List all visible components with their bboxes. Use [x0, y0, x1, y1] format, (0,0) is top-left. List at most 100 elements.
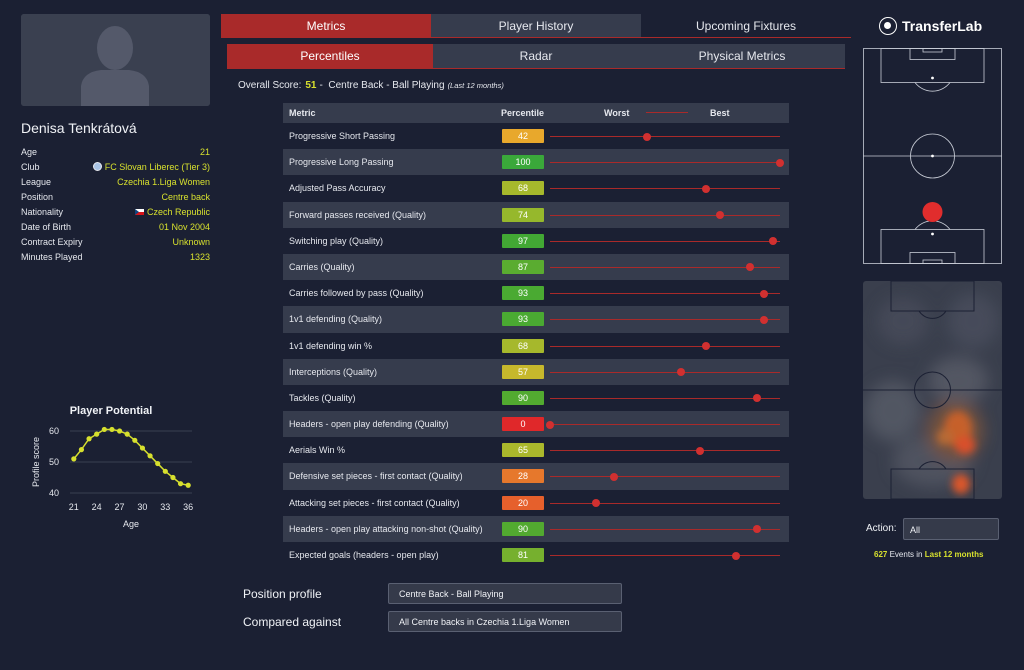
percentile-track [550, 502, 780, 504]
table-row: Progressive Long Passing 100 [283, 149, 789, 176]
metric-name: Switching play (Quality) [289, 235, 384, 246]
percentile-badge: 100 [502, 155, 544, 170]
table-row: Headers - open play attacking non-shot (… [283, 515, 789, 542]
percentile-track [550, 214, 780, 216]
action-select[interactable]: All [903, 518, 999, 540]
percentile-dot [753, 525, 761, 534]
table-row: Carries (Quality) 87 [283, 253, 789, 281]
percentile-track [550, 266, 780, 268]
tab-player-history[interactable]: Player History [431, 14, 641, 37]
x-tick-label: 24 [92, 502, 102, 512]
percentile-badge: 20 [502, 495, 544, 510]
metric-name: Progressive Long Passing [289, 157, 394, 168]
metric-name: Aerials Win % [289, 445, 346, 456]
tab-metrics[interactable]: Metrics [221, 14, 431, 37]
info-label: League [21, 177, 52, 187]
percentile-badge: 28 [502, 469, 544, 484]
metric-name: Adjusted Pass Accuracy [289, 183, 386, 194]
events-summary: 627 Events in Last 12 months [874, 550, 983, 559]
tab-upcoming-fixtures[interactable]: Upcoming Fixtures [641, 14, 851, 37]
brand: TransferLab [879, 15, 982, 37]
info-value: FC Slovan Liberec (Tier 3) [104, 162, 210, 172]
potential-point [162, 468, 168, 474]
percentile-badge: 97 [502, 233, 544, 248]
heatmap [863, 281, 1002, 499]
percentile-dot [610, 472, 619, 481]
potential-point [170, 474, 176, 481]
percentile-dot [546, 420, 554, 429]
sub-tabs: Percentiles Radar Physical Metrics [227, 44, 845, 69]
percentile-badge: 42 [502, 129, 544, 143]
header-worst: Worst [604, 108, 630, 118]
potential-point [132, 437, 138, 443]
percentile-track [550, 162, 780, 164]
percentile-dot [753, 394, 761, 403]
info-label: Position [21, 192, 54, 202]
table-row: Defensive set pieces - first contact (Qu… [283, 463, 789, 490]
percentile-track [550, 476, 780, 478]
table-row: 1v1 defending (Quality) 93 [283, 306, 789, 333]
percentile-track [550, 240, 780, 242]
position-profile-select[interactable]: Centre Back - Ball Playing [388, 583, 622, 604]
header-metric: Metric [289, 108, 316, 118]
info-row-position: Position Centre back [21, 191, 210, 206]
potential-point [185, 482, 191, 488]
y-axis-label: Profile score [31, 437, 41, 487]
percentile-badge: 87 [502, 259, 544, 274]
metric-name: Forward passes received (Quality) [289, 209, 427, 220]
info-row-minutes-played: Minutes Played 1323 [21, 251, 210, 266]
czech-flag-icon [134, 209, 144, 215]
potential-point [116, 428, 123, 434]
potential-line [73, 428, 189, 486]
position-marker [922, 202, 943, 222]
percentile-track [550, 345, 780, 347]
table-header: Metric Percentile Worst Best [283, 103, 789, 123]
percentile-dot [759, 289, 768, 298]
metric-name: Headers - open play defending (Quality) [289, 419, 449, 430]
x-tick-label: 27 [115, 502, 125, 512]
header-best: Best [710, 108, 730, 118]
subtab-radar[interactable]: Radar [433, 44, 639, 68]
y-tick-label: 50 [49, 457, 59, 467]
info-row-contract-expiry: Contract Expiry Unknown [21, 236, 210, 251]
percentile-dot [642, 132, 651, 141]
potential-point [101, 426, 107, 433]
info-value: 1323 [189, 252, 210, 262]
percentile-badge: 0 [502, 417, 544, 432]
overall-score: Overall Score: 51- Centre Back - Ball Pla… [238, 80, 504, 91]
percentile-dot [702, 342, 711, 350]
info-value: Czechia 1.Liga Women [117, 177, 210, 187]
info-value: 21 [199, 147, 210, 157]
table-row: Expected goals (headers - open play) 81 [283, 542, 789, 568]
events-count: 627 [874, 550, 888, 559]
percentile-dot [776, 158, 784, 167]
x-tick-label: 33 [160, 502, 170, 512]
player-potential-chart: Player Potential 40 50 60 21 24 27 30 33 36 Age Pro… [26, 400, 216, 540]
percentile-badge: 93 [502, 312, 544, 327]
potential-point [94, 431, 100, 437]
potential-point [177, 481, 184, 487]
subtab-percentiles[interactable]: Percentiles [227, 44, 433, 68]
table-row: Carries followed by pass (Quality) 93 [283, 280, 789, 306]
x-tick-label: 36 [183, 502, 193, 512]
info-label: Contract Expiry [21, 237, 83, 247]
overall-profile: Centre Back - Ball Playing [328, 80, 445, 91]
percentile-dot [695, 446, 704, 455]
info-label: Date of Birth [21, 222, 72, 232]
events-text: Events in [889, 550, 923, 559]
metric-name: 1v1 defending (Quality) [289, 314, 383, 325]
player-photo [21, 14, 210, 106]
subtab-physical-metrics[interactable]: Physical Metrics [639, 44, 845, 68]
x-tick-label: 30 [137, 502, 147, 512]
club-badge-icon [92, 162, 102, 171]
table-row: 1v1 defending win % 68 [283, 333, 789, 359]
table-row: Adjusted Pass Accuracy 68 [283, 175, 789, 201]
potential-point [86, 436, 92, 442]
table-row: Interceptions (Quality) 57 [283, 358, 789, 385]
percentile-track [550, 555, 780, 556]
metric-name: Expected goals (headers - open play) [289, 550, 439, 560]
metric-name: Attacking set pieces - first contact (Qu… [289, 497, 460, 508]
percentile-track [550, 188, 780, 190]
compared-against-select[interactable]: All Centre backs in Czechia 1.Liga Women [388, 611, 622, 632]
percentile-badge: 90 [502, 390, 544, 405]
